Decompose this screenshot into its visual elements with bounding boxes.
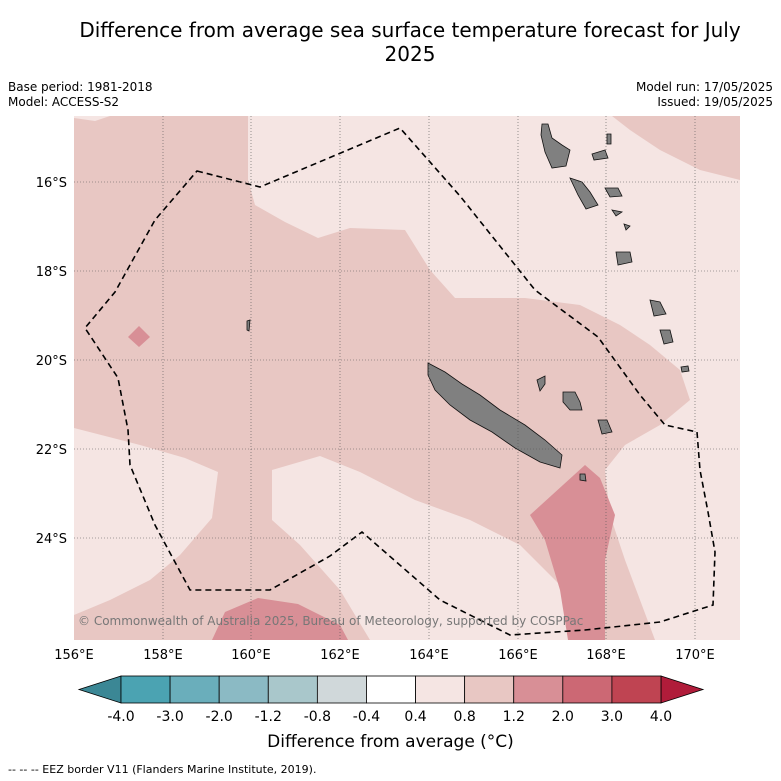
small-islet-vanuatu-1	[606, 133, 612, 145]
anomaly-band-1.2-2.0-south	[212, 598, 348, 640]
colorbar-tick-label: -3.0	[156, 709, 183, 725]
colorbar-swatch	[169, 675, 220, 704]
lon-label: 156°E	[54, 648, 94, 663]
lon-label: 158°E	[143, 648, 183, 663]
anomaly-band-0.4-0.8-north	[248, 116, 740, 640]
chesterfield-reef	[246, 319, 251, 332]
colorbar-over-arrow	[660, 675, 705, 704]
lat-label: 18°S	[36, 265, 67, 280]
small-islet-vanuatu-3	[623, 223, 631, 231]
meta-right: Model run: 17/05/2025 Issued: 19/05/2025	[636, 80, 773, 110]
anomaly-band-0.4-0.8-nw	[74, 116, 110, 121]
model-name: Model: ACCESS-S2	[8, 95, 120, 109]
small-islet-vanuatu-2	[611, 209, 624, 217]
colorbar-tick-label: -4.0	[107, 709, 134, 725]
vanuatu-tanna	[659, 329, 674, 345]
colorbar-title: Difference from average (°C)	[267, 732, 514, 752]
base-period: Base period: 1981-2018	[8, 80, 153, 94]
anomaly-band-0.4-0.8-west	[74, 428, 218, 615]
colorbar-tick-label: -0.8	[304, 709, 331, 725]
chart-title: Difference from average sea surface temp…	[79, 18, 741, 66]
lon-labels: 156°E 158°E 160°E 162°E 164°E 166°E 168°…	[54, 648, 715, 663]
lon-label: 168°E	[586, 648, 626, 663]
anomaly-band-1.2-2.0-east	[530, 465, 615, 640]
map-area	[74, 116, 740, 640]
colorbar-swatch	[464, 675, 515, 704]
colorbar-swatch	[562, 675, 613, 704]
anomaly-band-0.4-0.8-south	[272, 456, 580, 640]
vanuatu-ambrym	[604, 187, 623, 198]
colorbar-swatch	[267, 675, 318, 704]
lon-label: 164°E	[409, 648, 449, 663]
colorbar-swatch	[611, 675, 662, 704]
colorbar-tick-label: 4.0	[650, 709, 672, 725]
vanuatu-aneityum	[680, 365, 690, 373]
colorbar-tick-label: 0.4	[404, 709, 426, 725]
lon-label: 160°E	[231, 648, 271, 663]
lon-label: 162°E	[320, 648, 360, 663]
vanuatu-erromango	[649, 299, 667, 317]
colorbar-swatch	[366, 675, 416, 704]
lat-label: 20°S	[36, 354, 67, 369]
colorbar-swatch	[513, 675, 564, 704]
lon-label: 166°E	[498, 648, 538, 663]
colorbar-tick-label: 2.0	[552, 709, 574, 725]
colorbar-tick-label: 3.0	[601, 709, 623, 725]
vanuatu-espiritu-santo	[540, 123, 571, 169]
graticule	[74, 116, 740, 640]
colorbar-tick-label: 0.8	[454, 709, 476, 725]
colorbar-under-arrow	[77, 675, 122, 704]
new-caledonia-island	[427, 362, 563, 469]
anomaly-band-0.8-1.2-ne	[612, 116, 740, 180]
colorbar-swatch	[415, 675, 466, 704]
meta-left: Base period: 1981-2018 Model: ACCESS-S2	[8, 80, 153, 110]
colorbar-tick-label: -1.2	[255, 709, 282, 725]
vanuatu-pentecost	[591, 149, 609, 161]
lat-label: 22°S	[36, 443, 67, 458]
lat-label: 24°S	[36, 532, 67, 547]
colorbar-swatch	[218, 675, 269, 704]
colorbar: -4.0 -3.0 -2.0 -1.2 -0.8 -0.4 0.4 0.8 1.2 2.0 3.0 4…	[77, 675, 705, 725]
issued-date: Issued: 19/05/2025	[657, 95, 773, 109]
vanuatu-efate	[615, 251, 633, 266]
colorbar-swatch	[316, 675, 367, 704]
loyalty-island-ouvea	[536, 375, 546, 392]
anomaly-band-1.2-2.0-patch	[128, 326, 150, 347]
copyright-notice: © Commonwealth of Australia 2025, Bureau…	[78, 614, 584, 628]
eez-border	[84, 127, 716, 636]
lat-label: 16°S	[36, 176, 67, 191]
land-masses	[246, 123, 690, 482]
model-run: Model run: 17/05/2025	[635, 80, 773, 94]
loyalty-island-lifou	[562, 391, 583, 411]
lat-labels: 16°S 18°S 20°S 22°S 24°S	[36, 176, 67, 547]
colorbar-tick-label: 1.2	[503, 709, 525, 725]
loyalty-island-mare	[597, 419, 613, 435]
colorbar-tick-label: -2.0	[206, 709, 233, 725]
isle-of-pines	[579, 473, 587, 482]
colorbar-tick-label: -0.4	[353, 709, 380, 725]
lon-label: 170°E	[675, 648, 715, 663]
colorbar-swatch	[120, 675, 171, 704]
eez-legend-note: -- -- -- EEZ border V11 (Flanders Marine…	[8, 763, 317, 776]
